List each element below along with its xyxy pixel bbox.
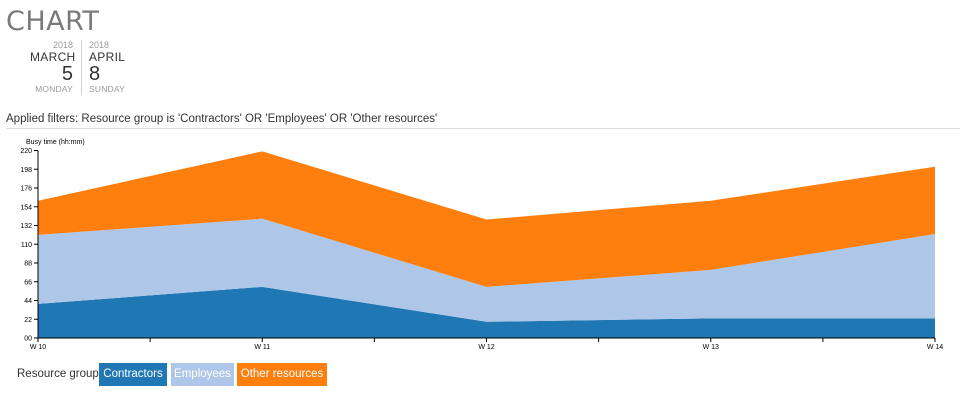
area-series-employees xyxy=(38,218,935,322)
end-weekday: SUNDAY xyxy=(89,84,125,94)
legend-item-contractors[interactable]: Contractors xyxy=(99,363,167,386)
divider xyxy=(6,128,960,129)
x-tick-label: W 14 xyxy=(927,344,943,351)
page-title: CHART xyxy=(6,6,100,37)
y-tick-label: 66 xyxy=(24,279,32,286)
x-tick-label: W 10 xyxy=(30,344,46,351)
end-day: 8 xyxy=(89,63,101,85)
y-tick-label: 198 xyxy=(20,167,32,174)
legend-item-employees[interactable]: Employees xyxy=(171,363,234,386)
chart-areas xyxy=(38,151,935,338)
legend: Resource group Contractors Employees Oth… xyxy=(0,363,960,386)
y-axis-label: Busy time (hh:mm) xyxy=(26,139,85,146)
y-tick-label: 22 xyxy=(24,317,32,324)
area-series-other-resources xyxy=(38,151,935,287)
applied-filters: Applied filters: Resource group is 'Cont… xyxy=(6,113,438,125)
x-tick-label: W 11 xyxy=(254,344,270,351)
y-tick-label: 220 xyxy=(20,148,32,155)
start-year: 2018 xyxy=(52,40,73,50)
date-divider xyxy=(81,40,82,95)
legend-item-other-resources[interactable]: Other resources xyxy=(237,363,327,386)
date-range-start[interactable]: 2018 MARCH 5 MONDAY xyxy=(30,40,76,94)
start-month: MARCH xyxy=(30,50,76,64)
x-axis: W 10 W 11 W 12 W 13 W 14 xyxy=(30,337,943,351)
x-tick-label: W 12 xyxy=(478,344,494,351)
y-tick-label: 132 xyxy=(20,223,32,230)
end-month: APRIL xyxy=(89,50,126,64)
y-tick-label: 110 xyxy=(21,242,32,249)
y-tick-label: 176 xyxy=(20,186,32,193)
y-axis: 00 22 44 66 88 110 132 154 176 198 220 xyxy=(20,148,39,343)
date-range-end[interactable]: 2018 APRIL 8 SUNDAY xyxy=(89,40,149,94)
start-weekday: MONDAY xyxy=(35,84,73,94)
area-series-contractors xyxy=(38,286,935,338)
y-tick-label: 154 xyxy=(20,204,32,211)
end-year: 2018 xyxy=(89,40,110,50)
legend-title: Resource group xyxy=(17,368,99,380)
y-tick-label: 00 xyxy=(24,336,32,343)
start-day: 5 xyxy=(61,63,73,85)
y-tick-label: 44 xyxy=(24,298,32,305)
y-tick-label: 88 xyxy=(24,261,32,268)
x-tick-label: W 13 xyxy=(703,344,719,351)
